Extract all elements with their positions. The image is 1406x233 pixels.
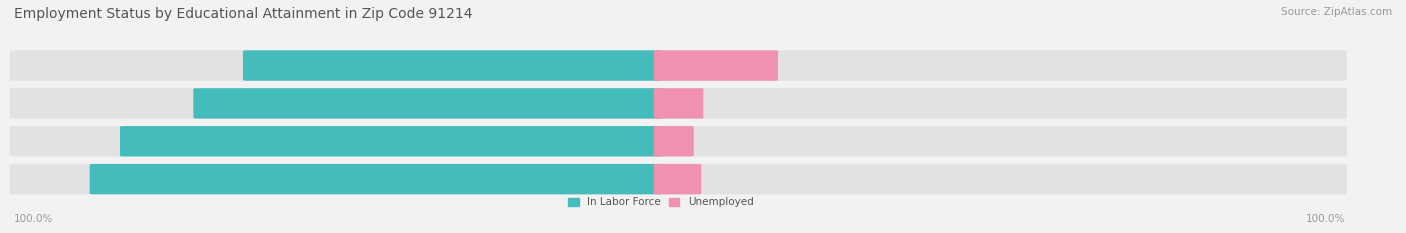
Text: High School Diploma: High School Diploma bbox=[603, 98, 713, 108]
Text: 5.7%: 5.7% bbox=[709, 174, 735, 184]
Text: 6.0%: 6.0% bbox=[710, 98, 737, 108]
Text: Less than High School: Less than High School bbox=[600, 61, 716, 71]
Text: 4.6%: 4.6% bbox=[700, 136, 727, 146]
Text: Bachelor's Degree or higher: Bachelor's Degree or higher bbox=[585, 174, 731, 184]
Text: Employment Status by Educational Attainment in Zip Code 91214: Employment Status by Educational Attainm… bbox=[14, 7, 472, 21]
Text: 100.0%: 100.0% bbox=[14, 214, 53, 224]
Text: 71.5%: 71.5% bbox=[212, 98, 247, 108]
Text: 87.6%: 87.6% bbox=[108, 174, 145, 184]
Text: 100.0%: 100.0% bbox=[1306, 214, 1346, 224]
Text: 82.9%: 82.9% bbox=[138, 136, 174, 146]
Text: 16.9%: 16.9% bbox=[785, 61, 818, 71]
Text: College / Associate Degree: College / Associate Degree bbox=[588, 136, 728, 146]
Text: Source: ZipAtlas.com: Source: ZipAtlas.com bbox=[1281, 7, 1392, 17]
Legend: In Labor Force, Unemployed: In Labor Force, Unemployed bbox=[564, 193, 758, 212]
Text: 63.8%: 63.8% bbox=[262, 61, 298, 71]
